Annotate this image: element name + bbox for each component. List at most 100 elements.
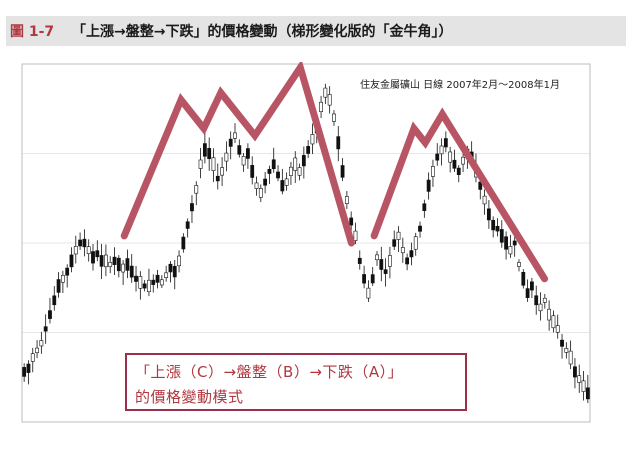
candle-body-81 xyxy=(370,274,375,284)
candle-body-102 xyxy=(461,156,465,165)
candle-body-90 xyxy=(409,250,414,258)
candle-body-39 xyxy=(190,203,194,212)
candle-body-6 xyxy=(48,310,52,319)
candle-body-56 xyxy=(263,178,268,186)
candle-body-34 xyxy=(168,263,173,273)
candle-body-0 xyxy=(22,367,27,377)
candle-body-118 xyxy=(530,281,534,291)
candle-body-32 xyxy=(159,279,164,286)
candle-body-59 xyxy=(276,171,280,179)
candle-body-28 xyxy=(142,283,147,289)
candle-layer xyxy=(22,83,590,404)
candle-body-51 xyxy=(241,156,246,166)
candle-body-99 xyxy=(448,151,453,163)
candle-body-7 xyxy=(52,295,57,306)
candle-body-101 xyxy=(456,167,461,175)
candle-body-27 xyxy=(138,276,143,289)
candle-body-86 xyxy=(392,239,397,247)
candle-body-9 xyxy=(60,275,65,283)
candle-body-98 xyxy=(443,138,448,148)
candle-body-13 xyxy=(78,239,82,247)
candle-body-49 xyxy=(233,132,237,139)
candle-body-62 xyxy=(289,166,293,176)
figure-title: 「上漲→盤整→下跌」的價格變動（梯形變化版的「金牛角」） xyxy=(72,24,453,40)
candle-body-71 xyxy=(327,94,332,106)
candle-body-111 xyxy=(499,229,504,243)
candle-body-1 xyxy=(26,363,31,373)
candle-body-18 xyxy=(99,255,104,267)
trend-line-first-peak-pattern xyxy=(120,62,355,247)
candle-body-14 xyxy=(82,238,87,248)
candle-body-84 xyxy=(383,269,388,274)
candle-body-33 xyxy=(164,272,169,278)
candle-body-121 xyxy=(542,297,547,303)
chart-frame xyxy=(20,62,598,428)
candle-body-72 xyxy=(332,113,336,122)
candle-body-83 xyxy=(379,259,384,270)
candle-body-41 xyxy=(198,159,203,169)
figure-number: 圖 1-7 xyxy=(10,24,55,40)
candle-body-52 xyxy=(246,148,250,159)
candle-body-10 xyxy=(65,267,70,276)
candle-body-127 xyxy=(568,350,573,365)
candle-body-57 xyxy=(267,168,272,174)
candle-body-54 xyxy=(254,182,259,189)
candle-body-117 xyxy=(525,288,530,298)
candle-body-100 xyxy=(452,159,457,169)
candle-body-88 xyxy=(400,247,405,254)
candle-body-20 xyxy=(108,262,113,267)
chart-svg xyxy=(21,62,591,423)
candle-body-8 xyxy=(56,279,61,293)
candle-body-125 xyxy=(560,339,564,347)
candle-body-31 xyxy=(155,274,160,283)
figure-header: 圖 1-7 「上漲→盤整→下跌」的價格變動（梯形變化版的「金牛角」） xyxy=(6,16,626,46)
candle-body-63 xyxy=(293,157,298,171)
candle-body-122 xyxy=(547,308,552,321)
grid-layer xyxy=(21,63,591,423)
chart-title: 住友金屬礦山 日線 2007年2月～2008年1月 xyxy=(360,80,560,91)
candle-body-85 xyxy=(388,255,392,267)
candle-body-115 xyxy=(517,262,521,267)
candle-body-47 xyxy=(224,152,229,162)
candle-body-82 xyxy=(375,254,379,261)
candle-body-26 xyxy=(134,275,138,282)
candle-body-21 xyxy=(112,256,117,265)
candle-body-24 xyxy=(125,258,130,271)
candle-body-66 xyxy=(306,146,311,154)
candle-body-19 xyxy=(104,254,108,268)
annotation-line-2: 的價格變動模式 xyxy=(135,388,244,406)
candle-body-78 xyxy=(357,257,362,264)
candle-body-95 xyxy=(431,166,435,177)
candle-body-130 xyxy=(581,380,586,392)
candle-body-129 xyxy=(577,375,582,383)
candle-body-60 xyxy=(280,180,285,192)
candle-body-120 xyxy=(538,303,543,312)
candle-body-123 xyxy=(551,315,556,329)
candle-body-35 xyxy=(172,266,177,278)
candle-body-38 xyxy=(185,221,190,229)
candle-body-16 xyxy=(91,251,95,264)
candle-body-53 xyxy=(250,165,255,178)
candle-body-89 xyxy=(405,257,410,265)
candle-body-110 xyxy=(495,225,500,232)
candle-body-29 xyxy=(147,279,151,292)
trend-line-second-peak-pattern xyxy=(370,107,549,283)
candle-body-107 xyxy=(482,195,487,205)
candle-body-77 xyxy=(353,230,358,241)
candle-body-58 xyxy=(271,159,276,170)
candle-body-131 xyxy=(585,387,590,400)
candle-body-112 xyxy=(504,236,508,250)
candle-body-64 xyxy=(297,167,302,176)
candle-body-40 xyxy=(194,185,199,194)
candle-body-93 xyxy=(422,203,427,211)
candle-body-119 xyxy=(534,295,539,306)
trend-layer xyxy=(120,62,549,283)
candle-body-4 xyxy=(39,340,44,347)
candle-body-46 xyxy=(220,167,224,176)
candle-body-43 xyxy=(207,148,212,159)
candle-body-22 xyxy=(116,257,121,272)
candle-body-76 xyxy=(349,217,354,226)
candle-body-69 xyxy=(319,101,323,113)
candle-body-17 xyxy=(95,250,100,258)
candle-body-12 xyxy=(73,246,78,255)
